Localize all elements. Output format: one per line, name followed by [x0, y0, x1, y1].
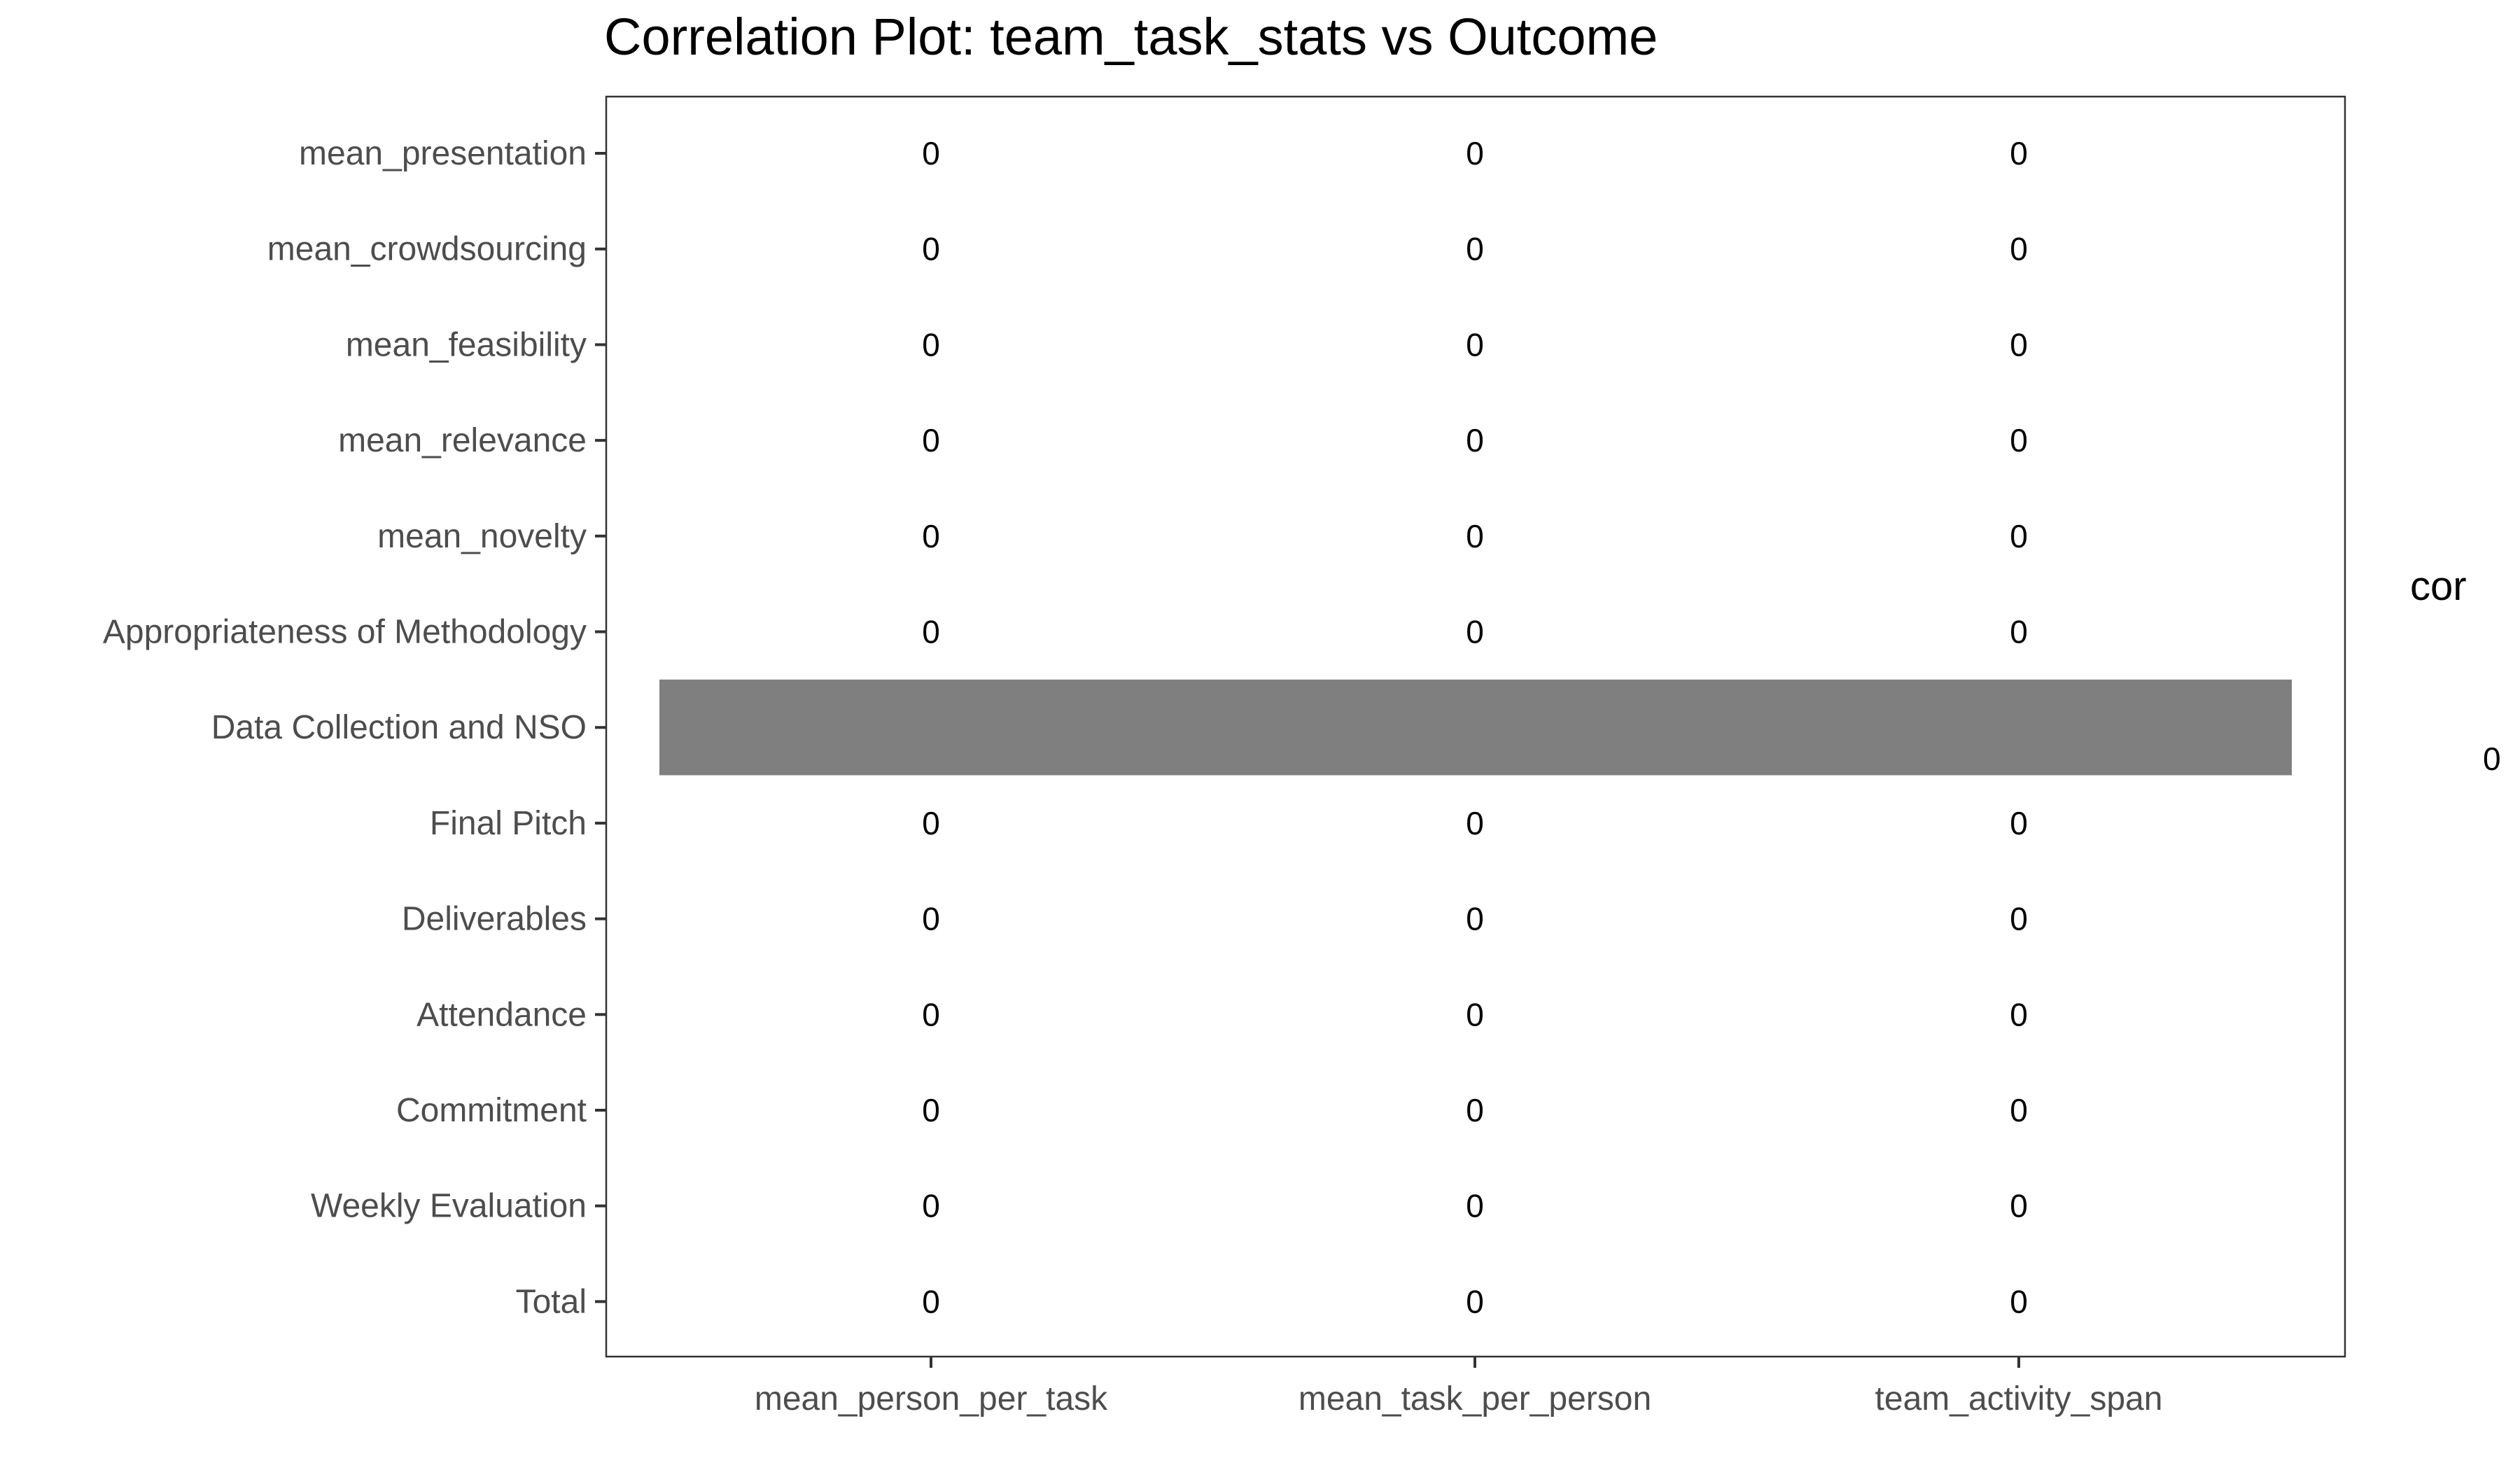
legend: cor 0 — [2410, 564, 2501, 777]
cell-value-label: 0 — [1466, 135, 1484, 172]
cell-value-label: 0 — [2010, 805, 2028, 841]
cell-value-label: 0 — [2010, 231, 2028, 267]
cell-value-label: 0 — [922, 135, 940, 172]
cell-value-label: 0 — [2010, 614, 2028, 650]
y-tick-label: mean_crowdsourcing — [267, 231, 587, 268]
cell-value-label: 0 — [1466, 231, 1484, 267]
y-tick-label: Deliverables — [402, 901, 587, 938]
y-tick-label: mean_feasibility — [346, 326, 587, 363]
cell-value-label: 0 — [1466, 901, 1484, 937]
cell-value-label: 0 — [1466, 326, 1484, 363]
cell-value-label: 0 — [1466, 422, 1484, 458]
cell-value-label: 0 — [922, 231, 940, 267]
x-tick-label: team_activity_span — [1875, 1380, 2163, 1418]
cell-value-label: 0 — [1466, 1092, 1484, 1128]
cell-value-label: 0 — [1466, 1188, 1484, 1224]
cell-value-label: 0 — [1466, 1283, 1484, 1320]
cell-value-label: 0 — [2010, 996, 2028, 1032]
cell-value-label: 0 — [922, 996, 940, 1032]
x-tick-label: mean_task_per_person — [1298, 1380, 1651, 1418]
y-tick-label: mean_relevance — [338, 422, 587, 459]
y-tick-label: Appropriateness of Methodology — [103, 614, 587, 651]
cell-value-label: 0 — [1466, 518, 1484, 554]
y-tick-label: mean_presentation — [299, 135, 587, 172]
legend-title: cor — [2410, 564, 2467, 609]
cell-value-label: 0 — [2010, 1188, 2028, 1224]
y-tick-label: Attendance — [416, 996, 587, 1033]
cell-value-label: 0 — [922, 901, 940, 937]
cell-value-label: 0 — [2010, 326, 2028, 363]
cell-value-label: 0 — [1466, 805, 1484, 841]
cell-value-label: 0 — [922, 326, 940, 363]
y-tick-label: Final Pitch — [430, 805, 587, 842]
cell-value-label: 0 — [2010, 1283, 2028, 1320]
cell-value-label: 0 — [1466, 996, 1484, 1032]
y-tick-label: Data Collection and NSO — [211, 709, 587, 746]
cell-value-label: 0 — [2010, 1092, 2028, 1128]
cell-value-label: 0 — [922, 1092, 940, 1128]
cell-value-label: 0 — [2010, 901, 2028, 937]
cell-value-label: 0 — [922, 518, 940, 554]
y-tick-label: Total — [516, 1283, 587, 1320]
y-tick-label: Commitment — [396, 1092, 587, 1129]
chart-title: Correlation Plot: team_task_stats vs Out… — [604, 8, 1658, 66]
x-tick-label: mean_person_per_task — [755, 1380, 1108, 1418]
x-axis: mean_person_per_task mean_task_per_person… — [755, 1357, 2163, 1418]
cell-value-label: 0 — [922, 614, 940, 650]
y-axis: mean_presentation mean_crowdsourcing mean_… — [103, 135, 606, 1320]
cell-value-label: 0 — [2010, 422, 2028, 458]
cell-value-label: 0 — [922, 1283, 940, 1320]
cell-value-label: 0 — [2010, 518, 2028, 554]
y-tick-label: mean_novelty — [377, 518, 587, 555]
y-tick-label: Weekly Evaluation — [311, 1188, 587, 1225]
cell-value-label: 0 — [922, 805, 940, 841]
cell-value-label: 0 — [922, 422, 940, 458]
cell-value-label: 0 — [922, 1188, 940, 1224]
cell-value-label: 0 — [2010, 135, 2028, 172]
heatmap-na-row — [659, 679, 2292, 776]
cell-value-label: 0 — [1466, 614, 1484, 650]
legend-label: 0 — [2483, 741, 2501, 777]
plot-area: 0 0 0 0 0 0 0 0 0 0 0 0 0 0 0 0 0 0 0 0 0 0 0 0 0 0 0 0 0 0 0 0 0 0 0 0 — [605, 95, 2346, 1358]
